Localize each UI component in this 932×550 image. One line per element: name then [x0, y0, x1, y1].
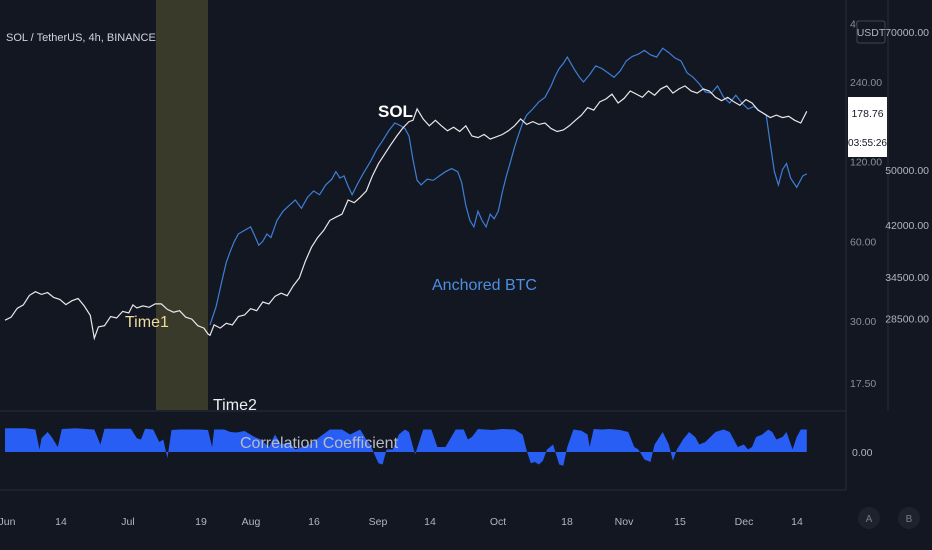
- indicator-axis: 0.00: [852, 447, 873, 459]
- time-axis-tick: 14: [791, 516, 803, 528]
- anchored-btc-line: [209, 47, 808, 326]
- bar-countdown: 03:55:26: [848, 138, 887, 149]
- indicator-axis-tick: 0.00: [852, 447, 873, 459]
- log-scale-label: B: [906, 514, 913, 525]
- time-axis-tick: Sep: [369, 516, 388, 528]
- auto-scale-label: A: [866, 514, 873, 525]
- time-window-highlight: [156, 0, 208, 410]
- sol-price-line: [4, 85, 808, 341]
- time-axis-tick: Aug: [242, 516, 261, 528]
- sol-axis-tick: 30.00: [850, 316, 876, 328]
- log-scale-button[interactable]: B: [898, 507, 920, 529]
- time1-label[interactable]: Time1: [125, 314, 169, 331]
- correlation-coefficient-label[interactable]: Correlation Coefficient: [240, 435, 399, 452]
- time-axis-tick: Jul: [121, 516, 134, 528]
- sol-axis-tick: 120.00: [850, 157, 882, 169]
- btc-axis-tick: 34500.00: [885, 272, 929, 284]
- sol-axis-tick: 60.00: [850, 236, 876, 248]
- last-price: 178.76: [851, 108, 883, 120]
- time-axis-tick: Oct: [490, 516, 506, 528]
- currency-label: USDT: [857, 27, 886, 39]
- sol-axis-tick: 240.00: [850, 77, 882, 89]
- correlation-area: [5, 428, 807, 466]
- time-axis-tick: 16: [308, 516, 320, 528]
- last-price-tag: 178.76 03:55:26: [848, 97, 887, 157]
- time-axis-tick: 14: [424, 516, 436, 528]
- btc-axis-tick: 70000.00: [885, 27, 929, 39]
- time2-label[interactable]: Time2: [213, 397, 257, 414]
- btc-axis-tick: 28500.00: [885, 313, 929, 325]
- btc-price-axis[interactable]: 28500.00 34500.00 42000.00 50000.00 70000.00: [885, 27, 929, 325]
- time-axis-tick: 18: [561, 516, 573, 528]
- auto-scale-button[interactable]: A: [858, 507, 880, 529]
- time-axis[interactable]: Jun 14 Jul 19 Aug 16 Sep 14 Oct 18 Nov 15 Dec 14: [0, 516, 803, 528]
- time-axis-tick: 14: [55, 516, 67, 528]
- sol-axis-tick: 17.50: [850, 378, 876, 390]
- currency-button[interactable]: USDT: [856, 20, 886, 44]
- symbol-title[interactable]: SOL / TetherUS, 4h, BINANCE: [6, 32, 156, 44]
- anchored-btc-label[interactable]: Anchored BTC: [432, 277, 537, 294]
- time-axis-tick: Nov: [615, 516, 634, 528]
- btc-axis-tick: 42000.00: [885, 220, 929, 232]
- time-axis-tick: 19: [195, 516, 207, 528]
- sol-label[interactable]: SOL: [378, 102, 413, 121]
- time-axis-tick: Dec: [735, 516, 754, 528]
- time-axis-tick: 15: [674, 516, 686, 528]
- btc-axis-tick: 50000.00: [885, 165, 929, 177]
- time-axis-tick: Jun: [0, 516, 16, 528]
